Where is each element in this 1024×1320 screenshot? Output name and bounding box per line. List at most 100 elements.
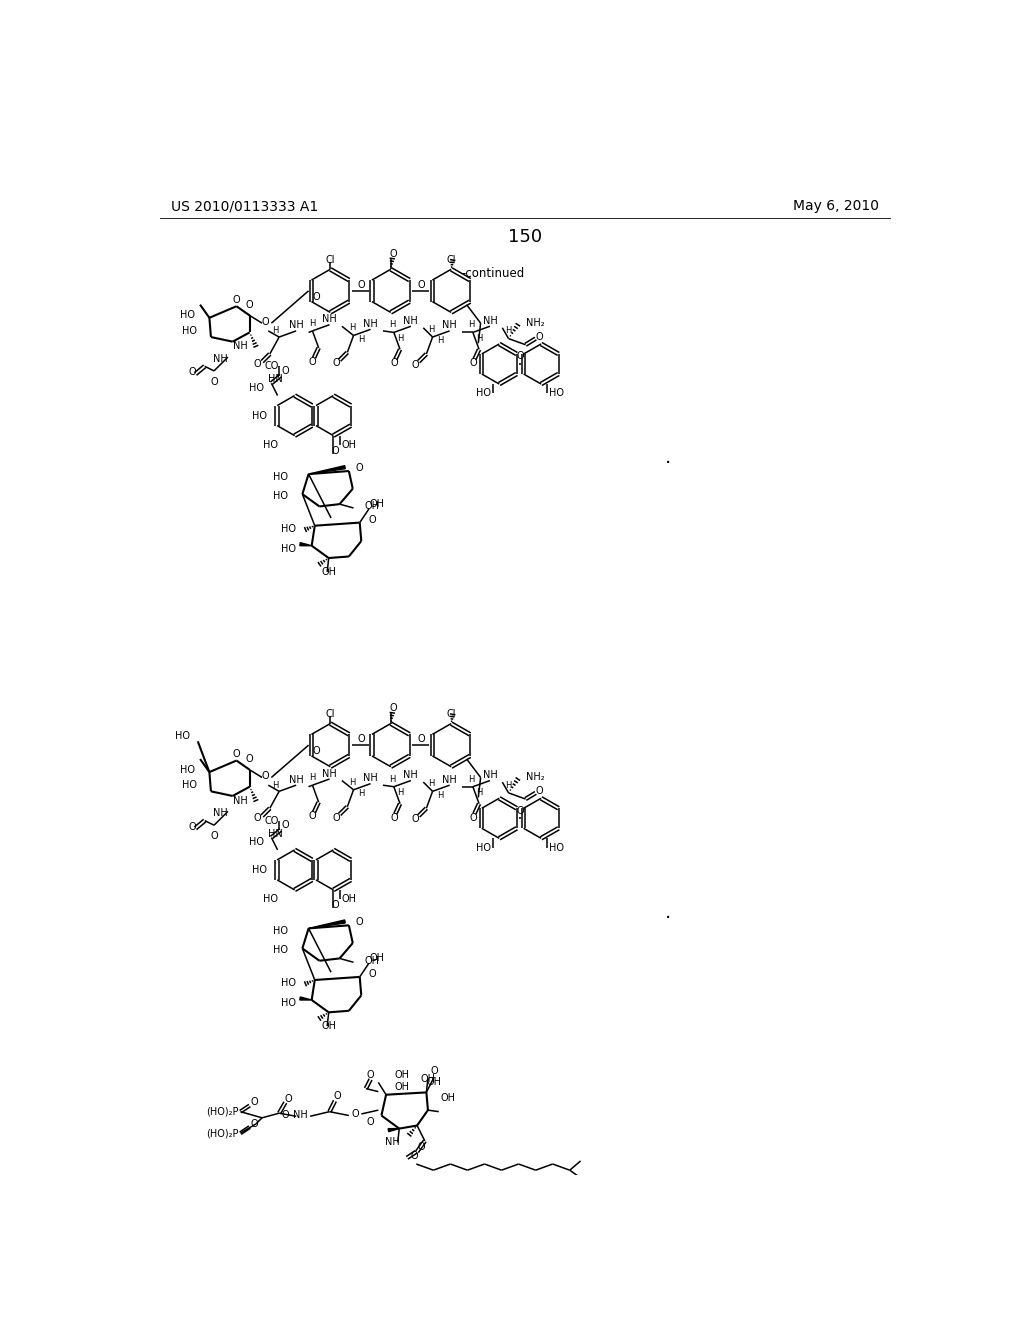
Text: NH: NH xyxy=(213,808,227,818)
Text: O: O xyxy=(246,300,254,310)
Polygon shape xyxy=(300,543,311,545)
Text: NH: NH xyxy=(482,770,498,780)
Text: O: O xyxy=(389,704,397,713)
Text: HO: HO xyxy=(273,491,289,500)
Text: H: H xyxy=(358,789,365,799)
Text: HO: HO xyxy=(273,927,289,936)
Text: O: O xyxy=(308,810,316,821)
Text: HO: HO xyxy=(175,731,190,741)
Text: NH: NH xyxy=(323,314,337,325)
Text: H: H xyxy=(389,775,395,784)
Text: -continued: -continued xyxy=(461,268,524,280)
Text: OH: OH xyxy=(365,502,379,511)
Text: OH: OH xyxy=(440,1093,456,1102)
Text: H: H xyxy=(309,318,315,327)
Text: H: H xyxy=(468,321,474,329)
Text: OH: OH xyxy=(365,956,379,966)
Text: O: O xyxy=(369,515,376,524)
Text: (HO)₂P: (HO)₂P xyxy=(206,1129,239,1138)
Text: HN: HN xyxy=(268,829,283,838)
Text: OH: OH xyxy=(394,1069,409,1080)
Text: O: O xyxy=(390,358,397,368)
Text: O: O xyxy=(367,1118,375,1127)
Text: O: O xyxy=(261,317,269,326)
Text: OH: OH xyxy=(341,440,356,450)
Text: NH: NH xyxy=(403,770,418,780)
Text: OH: OH xyxy=(322,1022,336,1031)
Text: O: O xyxy=(516,351,524,362)
Text: H: H xyxy=(437,791,443,800)
Text: O: O xyxy=(357,734,366,744)
Text: H: H xyxy=(397,334,403,343)
Text: HO: HO xyxy=(249,837,263,847)
Text: O: O xyxy=(430,1065,438,1076)
Text: HO: HO xyxy=(476,388,492,399)
Polygon shape xyxy=(388,1129,399,1131)
Text: HO: HO xyxy=(549,388,564,399)
Text: HO: HO xyxy=(180,310,196,321)
Text: HO: HO xyxy=(262,440,278,450)
Text: HO: HO xyxy=(252,411,266,421)
Text: H: H xyxy=(476,788,482,797)
Text: NH: NH xyxy=(233,796,248,805)
Text: H: H xyxy=(505,780,512,789)
Text: O: O xyxy=(369,969,376,979)
Text: NH: NH xyxy=(323,768,337,779)
Text: O: O xyxy=(516,805,524,816)
Text: H: H xyxy=(505,326,512,335)
Text: O: O xyxy=(210,376,218,387)
Text: H: H xyxy=(428,325,434,334)
Text: Cl: Cl xyxy=(446,255,456,265)
Text: NH: NH xyxy=(294,1110,308,1119)
Text: O: O xyxy=(412,360,420,370)
Text: HN: HN xyxy=(268,375,283,384)
Text: OH: OH xyxy=(426,1077,441,1088)
Text: H: H xyxy=(389,321,395,329)
Text: O: O xyxy=(417,1142,425,1152)
Text: HO: HO xyxy=(182,326,197,335)
Text: OH: OH xyxy=(322,566,336,577)
Text: O: O xyxy=(469,358,477,368)
Text: NH: NH xyxy=(233,342,248,351)
Text: NH: NH xyxy=(289,775,303,785)
Text: US 2010/0113333 A1: US 2010/0113333 A1 xyxy=(171,199,317,213)
Text: H: H xyxy=(397,788,403,797)
Text: NH: NH xyxy=(385,1138,399,1147)
Text: CO: CO xyxy=(264,362,279,371)
Text: NH₂: NH₂ xyxy=(525,772,544,783)
Text: H: H xyxy=(358,335,365,343)
Text: O: O xyxy=(390,813,397,822)
Text: O: O xyxy=(251,1097,258,1107)
Text: OH: OH xyxy=(421,1074,435,1084)
Text: NH: NH xyxy=(442,321,457,330)
Text: O: O xyxy=(254,359,261,370)
Text: HO: HO xyxy=(249,383,263,393)
Text: O: O xyxy=(282,1110,289,1119)
Text: HO: HO xyxy=(282,978,296,989)
Text: O: O xyxy=(331,900,339,911)
Text: 150: 150 xyxy=(508,228,542,246)
Text: NH: NH xyxy=(403,315,418,326)
Text: O: O xyxy=(232,750,241,759)
Text: O: O xyxy=(246,754,254,764)
Text: .: . xyxy=(665,903,672,923)
Text: CO: CO xyxy=(264,816,279,825)
Text: Cl: Cl xyxy=(446,709,456,719)
Text: O: O xyxy=(333,358,340,368)
Text: O: O xyxy=(351,1109,358,1119)
Text: O: O xyxy=(282,366,289,376)
Text: O: O xyxy=(285,1093,292,1104)
Polygon shape xyxy=(308,920,345,928)
Text: O: O xyxy=(210,832,218,841)
Polygon shape xyxy=(300,997,311,1001)
Text: O: O xyxy=(282,820,289,830)
Text: O: O xyxy=(334,1092,341,1101)
Text: O: O xyxy=(367,1069,375,1080)
Text: H: H xyxy=(437,337,443,346)
Text: H: H xyxy=(468,775,474,784)
Text: HO: HO xyxy=(180,764,196,775)
Text: H: H xyxy=(349,323,355,333)
Text: OH: OH xyxy=(370,953,384,964)
Text: O: O xyxy=(356,463,364,473)
Text: O: O xyxy=(312,292,321,302)
